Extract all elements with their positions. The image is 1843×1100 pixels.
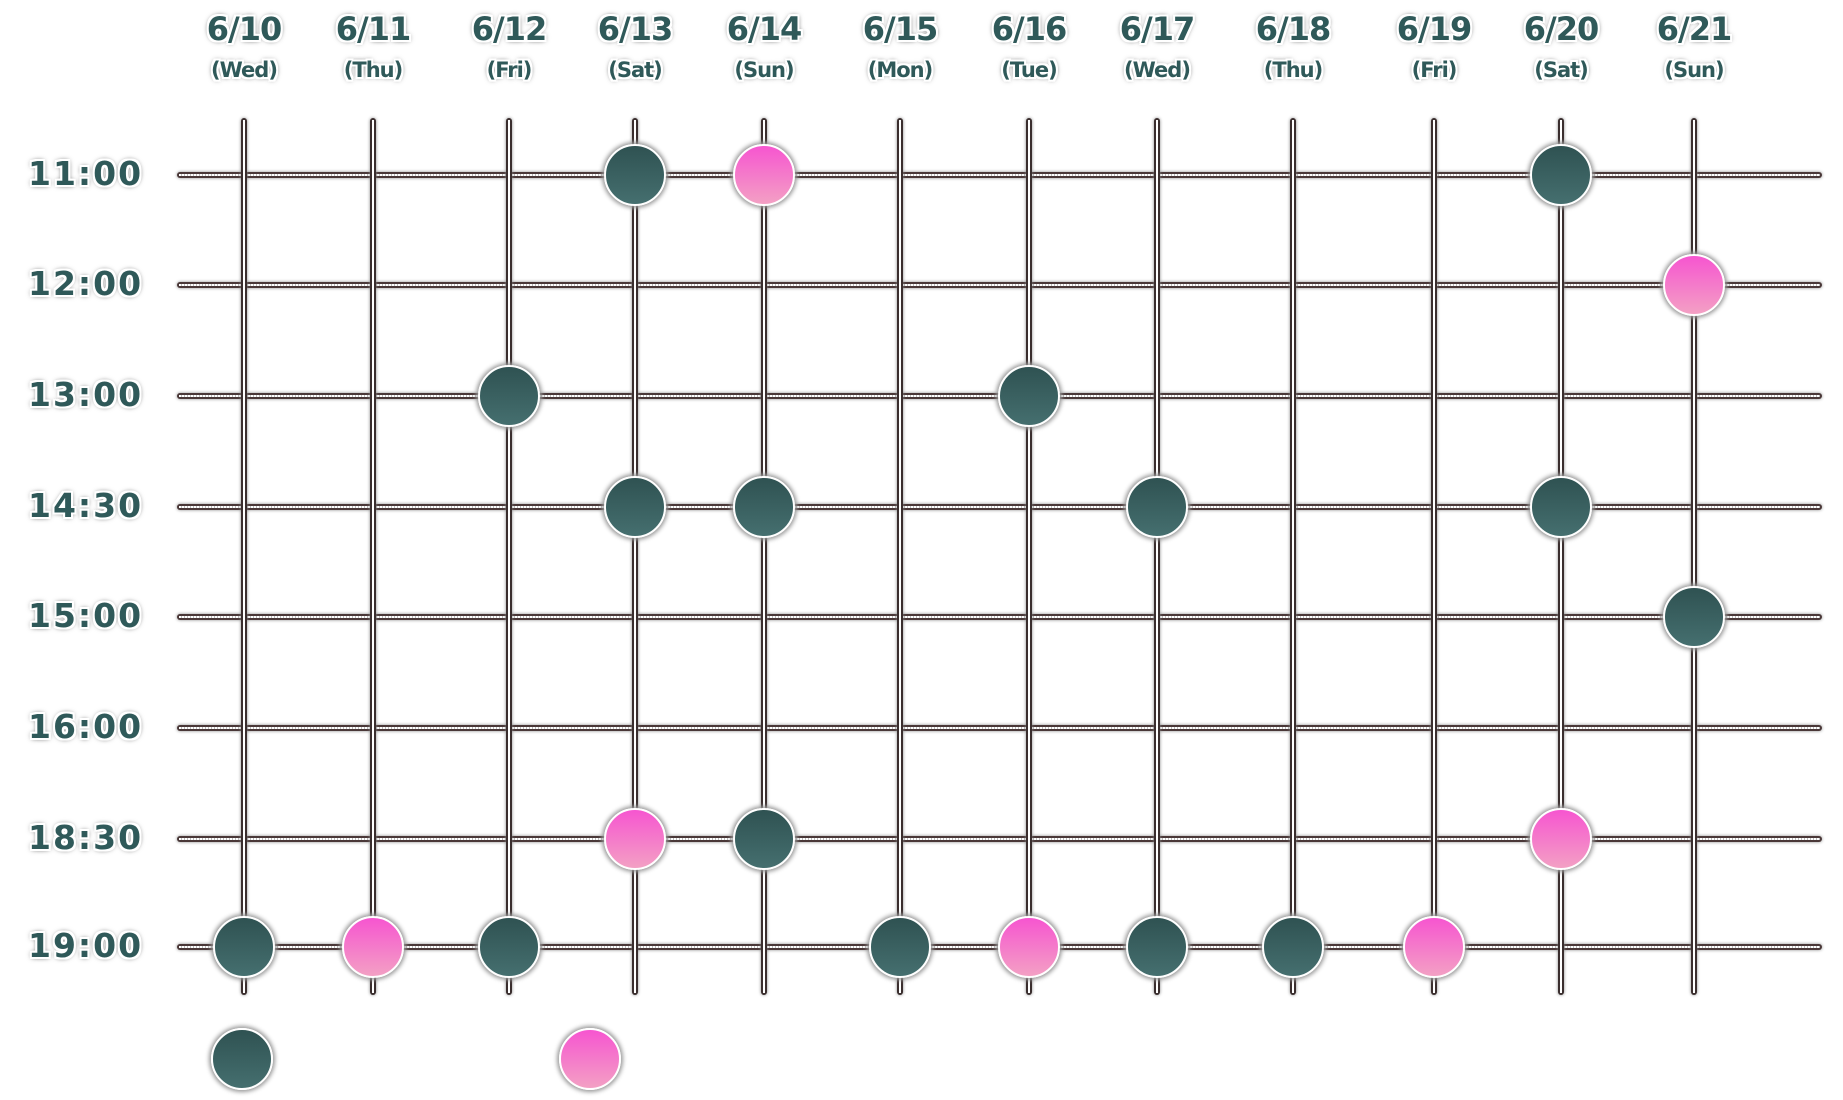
column-date: 6/10 — [206, 10, 282, 48]
column-day-of-week: (Wed) — [211, 58, 278, 82]
row-line — [177, 282, 1822, 288]
column-day-of-week: (Sat) — [608, 58, 663, 82]
slot-dark-marker[interactable] — [1663, 586, 1725, 648]
slot-dark-marker[interactable] — [1530, 476, 1592, 538]
slot-pink-marker[interactable] — [733, 144, 795, 206]
slot-dark-marker[interactable] — [604, 476, 666, 538]
column-date: 6/13 — [597, 10, 673, 48]
column-day-of-week: (Thu) — [343, 58, 403, 82]
slot-dark-marker[interactable] — [478, 365, 540, 427]
slot-dark-marker[interactable] — [1126, 916, 1188, 978]
slot-pink-marker[interactable] — [998, 916, 1060, 978]
column-line — [1290, 118, 1296, 995]
slot-pink-marker[interactable] — [1403, 916, 1465, 978]
slot-pink-marker[interactable] — [1530, 808, 1592, 870]
row-time-label: 18:30 — [28, 818, 144, 857]
column-line — [1558, 118, 1564, 995]
column-line — [241, 118, 247, 995]
column-date: 6/18 — [1255, 10, 1331, 48]
row-line — [177, 836, 1822, 842]
slot-dark-marker[interactable] — [213, 916, 275, 978]
column-day-of-week: (Thu) — [1263, 58, 1323, 82]
row-line — [177, 725, 1822, 731]
slot-dark-marker[interactable] — [478, 916, 540, 978]
column-line — [632, 118, 638, 995]
row-line — [177, 614, 1822, 620]
column-day-of-week: (Tue) — [1001, 58, 1057, 82]
slot-dark-marker[interactable] — [998, 365, 1060, 427]
column-date: 6/11 — [335, 10, 411, 48]
row-time-label: 16:00 — [28, 707, 144, 746]
row-time-label: 14:30 — [28, 486, 144, 525]
column-line — [1431, 118, 1437, 995]
slot-pink-marker[interactable] — [1663, 254, 1725, 316]
column-date: 6/16 — [991, 10, 1067, 48]
column-date: 6/14 — [726, 10, 802, 48]
legend-dark-marker — [211, 1028, 273, 1090]
slot-dark-marker[interactable] — [604, 144, 666, 206]
column-date: 6/17 — [1119, 10, 1195, 48]
slot-dark-marker[interactable] — [733, 808, 795, 870]
column-date: 6/15 — [862, 10, 938, 48]
row-time-label: 15:00 — [28, 596, 144, 635]
column-line — [1026, 118, 1032, 995]
column-date: 6/19 — [1396, 10, 1472, 48]
row-time-label: 13:00 — [28, 375, 144, 414]
column-line — [897, 118, 903, 995]
row-line — [177, 504, 1822, 510]
column-day-of-week: (Sun) — [734, 58, 794, 82]
column-date: 6/21 — [1656, 10, 1732, 48]
row-time-label: 11:00 — [28, 154, 144, 193]
column-day-of-week: (Mon) — [867, 58, 933, 82]
column-line — [1154, 118, 1160, 995]
column-date: 6/12 — [471, 10, 547, 48]
column-day-of-week: (Sat) — [1534, 58, 1589, 82]
column-day-of-week: (Sun) — [1664, 58, 1724, 82]
slot-dark-marker[interactable] — [1126, 476, 1188, 538]
column-day-of-week: (Fri) — [486, 58, 533, 82]
column-line — [1691, 118, 1697, 995]
column-line — [370, 118, 376, 995]
slot-dark-marker[interactable] — [869, 916, 931, 978]
row-time-label: 12:00 — [28, 264, 144, 303]
row-time-label: 19:00 — [28, 926, 144, 965]
row-line — [177, 172, 1822, 178]
slot-dark-marker[interactable] — [1262, 916, 1324, 978]
column-day-of-week: (Wed) — [1124, 58, 1191, 82]
column-date: 6/20 — [1523, 10, 1599, 48]
legend-pink-marker — [559, 1028, 621, 1090]
column-day-of-week: (Fri) — [1411, 58, 1458, 82]
slot-dark-marker[interactable] — [1530, 144, 1592, 206]
column-line — [761, 118, 767, 995]
column-line — [506, 118, 512, 995]
slot-dark-marker[interactable] — [733, 476, 795, 538]
slot-pink-marker[interactable] — [604, 808, 666, 870]
slot-pink-marker[interactable] — [342, 916, 404, 978]
